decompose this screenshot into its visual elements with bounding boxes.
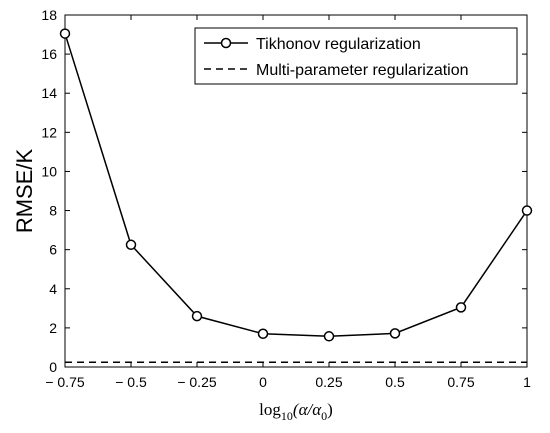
data-point-tikhonov [125,239,137,251]
x-tick-label: 0.75 [447,374,474,390]
y-tick-label: 16 [41,46,57,62]
x-tick-label: 0.25 [315,374,342,390]
plot-area [64,14,528,368]
y-tick-label: 10 [41,163,57,179]
legend-box [194,27,518,85]
y-tick-label: 6 [49,242,57,258]
x-tick-label: − 0.25 [177,374,217,390]
legend: Tikhonov regularization Multi-parameter … [194,27,518,85]
data-point-tikhonov [323,331,335,342]
series-line-tikhonov [64,33,528,338]
x-tick-label: 0 [259,374,267,390]
x-tick-label: − 0.5 [115,374,147,390]
y-axis-ticks: 0 2 4 6 8 10 12 14 16 18 [41,7,527,375]
data-point-tikhonov [389,328,401,339]
x-axis-label: log10(α/α0) [259,400,333,423]
legend-label-tikhonov: Tikhonov regularization [256,36,421,53]
y-tick-label: 4 [49,281,57,297]
y-axis-label: RMSE/K [12,149,37,234]
legend-marker-tikhonov [220,37,232,49]
data-point-tikhonov [257,328,269,340]
y-tick-label: 14 [41,85,57,101]
series-layer [59,28,533,364]
data-point-tikhonov [521,205,533,216]
x-tick-label: 0.5 [385,374,405,390]
x-tick-label: − 0.75 [45,374,85,390]
y-tick-label: 8 [49,203,57,219]
data-point-tikhonov [455,302,467,313]
data-point-tikhonov [191,310,203,322]
y-tick-label: 18 [41,7,57,23]
data-point-tikhonov [59,28,71,39]
y-tick-label: 12 [41,124,57,140]
y-tick-label: 2 [49,320,57,336]
x-tick-label: 1 [523,374,531,390]
y-tick-label: 0 [49,359,57,375]
legend-label-multi-parameter: Multi-parameter regularization [256,62,469,79]
